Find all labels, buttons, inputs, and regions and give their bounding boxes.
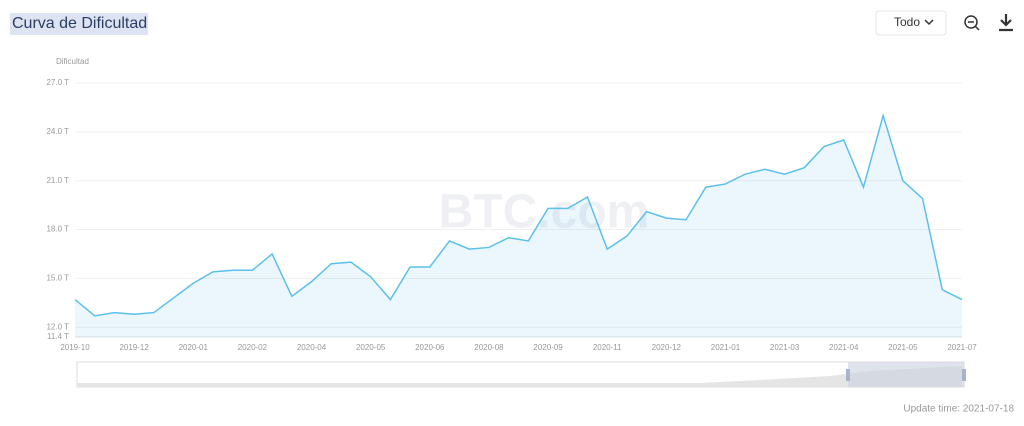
x-tick-label: 2019-12: [119, 343, 149, 352]
minimap: [76, 361, 966, 388]
update-time: Update time: 2021-07-18: [903, 404, 1014, 415]
title-highlight: [10, 13, 148, 35]
area: [75, 115, 962, 337]
x-tick-label: 2020-05: [356, 343, 386, 352]
x-tick-label: 2020-06: [415, 343, 445, 352]
x-tick-label: 2021-04: [829, 343, 859, 352]
y-tick-label: 18.0 T: [46, 225, 69, 234]
x-tick-label: 2020-04: [297, 343, 327, 352]
range-dropdown[interactable]: Todo: [875, 10, 947, 36]
x-tick-label: 2020-11: [593, 343, 622, 352]
x-tick-label: 2020-09: [533, 343, 563, 352]
x-tick-label: 2021-07: [947, 343, 977, 352]
x-tick-label: 2020-08: [474, 343, 504, 352]
y-tick-label: 12.0 T: [46, 322, 69, 331]
x-tick-label: 2020-02: [238, 343, 268, 352]
y-tick-label: 21.0 T: [46, 176, 69, 185]
zoom-out-icon[interactable]: [964, 15, 980, 31]
chart-title: Curva de Dificultad: [12, 15, 147, 32]
x-tick-label: 2021-01: [711, 343, 741, 352]
y-tick-label: 24.0 T: [46, 127, 69, 136]
y-axis-title: Dificultad: [56, 57, 89, 66]
y-tick-label: 15.0 T: [46, 273, 69, 282]
x-tick-label: 2021-05: [888, 343, 918, 352]
y-tick-label: 27.0 T: [46, 78, 69, 87]
x-tick-label: 2020-12: [652, 343, 682, 352]
y-tick-label: 11.4 T: [47, 332, 69, 341]
download-icon[interactable]: [999, 14, 1013, 32]
dropdown-label[interactable]: Todo: [894, 15, 920, 29]
x-tick-label: 2020-01: [179, 343, 209, 352]
x-tick-label: 2021-03: [770, 343, 800, 352]
x-tick-label: 2019-10: [60, 343, 90, 352]
line: [74, 112, 963, 317]
